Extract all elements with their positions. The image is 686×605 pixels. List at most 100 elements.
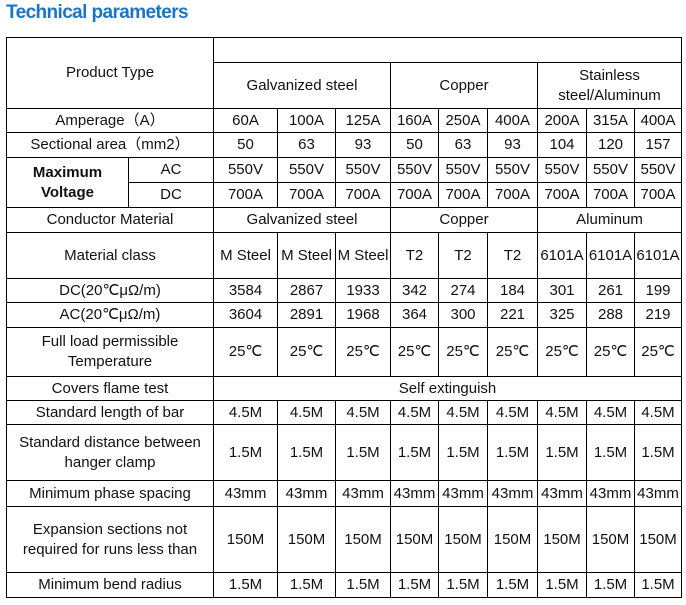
value-cell: 1.5M (537, 424, 587, 481)
table-row: Minimum bend radius 1.5M 1.5M 1.5M 1.5M 1.5M 1… (6, 572, 683, 598)
value-cell: 700A (438, 182, 488, 208)
row-label: Minimum phase spacing (6, 480, 214, 507)
value-cell: 400A (633, 108, 683, 133)
group-stainless: Stainless steel/Aluminum (536, 62, 683, 109)
value-cell: 221 (487, 302, 538, 328)
value-cell: 4.5M (213, 400, 278, 425)
value-cell: 1.5M (438, 572, 488, 598)
value-cell: 700A (633, 182, 683, 208)
value-cell: 25℃ (537, 327, 587, 377)
value-cell: 550V (487, 157, 538, 183)
product-type-header: Product Type (6, 37, 214, 109)
conductor-group: Copper (390, 207, 538, 233)
value-cell: T2 (487, 232, 538, 279)
value-cell: 43mm (335, 480, 391, 507)
value-cell: 25℃ (277, 327, 336, 377)
value-cell: 125A (335, 108, 391, 133)
value-cell: 150M (335, 506, 391, 573)
value-cell: 1.5M (633, 572, 683, 598)
group-galvanized: Galvanized steel (213, 62, 391, 109)
value-cell: 43mm (537, 480, 587, 507)
row-label: Expansion sections not required for runs… (6, 506, 214, 573)
value-cell: 25℃ (633, 327, 683, 377)
table-row: Conductor Material Galvanized steel Copper… (6, 207, 683, 233)
value-cell: 550V (335, 157, 391, 183)
value-cell: 1.5M (586, 424, 635, 481)
row-label: Conductor Material (6, 207, 214, 233)
value-cell: 400A (487, 108, 538, 133)
page-title: Technical parameters (6, 2, 189, 23)
value-cell: 219 (633, 302, 683, 328)
value-cell: 3604 (213, 302, 278, 328)
value-cell: 150M (487, 506, 538, 573)
value-cell: 150M (586, 506, 635, 573)
value-cell: 2891 (277, 302, 336, 328)
flame-value: Self extinguish (212, 376, 683, 401)
table-row: Full load permissible Temperature 25℃ 25℃ 2… (6, 327, 683, 377)
value-cell: 199 (633, 278, 683, 303)
value-cell: 43mm (213, 480, 278, 507)
value-cell: 60A (213, 108, 278, 133)
value-cell: 1.5M (277, 424, 336, 481)
value-cell: 25℃ (438, 327, 488, 377)
value-cell: 160A (390, 108, 439, 133)
value-cell: 315A (586, 108, 635, 133)
row-label: AC(20℃μΩ/m) (6, 302, 214, 328)
value-cell: 550V (537, 157, 587, 183)
value-cell: 274 (438, 278, 488, 303)
value-cell: T2 (390, 232, 439, 279)
value-cell: 4.5M (390, 400, 439, 425)
value-cell: 1.5M (213, 572, 278, 598)
value-cell: M Steel (277, 232, 336, 279)
value-cell: M Steel (335, 232, 391, 279)
table-row: Expansion sections not required for runs… (6, 506, 683, 573)
value-cell: 25℃ (586, 327, 635, 377)
value-cell: 63 (277, 132, 336, 158)
value-cell: 700A (390, 182, 439, 208)
row-label: Sectional area（mm2） (6, 132, 214, 158)
row-label: Covers flame test (6, 376, 214, 401)
value-cell: 1.5M (633, 424, 683, 481)
row-label: Amperage（A） (6, 108, 214, 133)
value-cell: 288 (586, 302, 635, 328)
value-cell: 200A (537, 108, 587, 133)
value-cell: 93 (335, 132, 391, 158)
value-cell: 1.5M (537, 572, 587, 598)
value-cell: 700A (277, 182, 336, 208)
value-cell: 43mm (487, 480, 538, 507)
value-cell: 93 (487, 132, 538, 158)
empty-header-cell (212, 37, 683, 63)
value-cell: 301 (537, 278, 587, 303)
value-cell: 150M (537, 506, 587, 573)
value-cell: 1.5M (277, 572, 336, 598)
value-cell: 6101A (586, 232, 635, 279)
value-cell: 261 (586, 278, 635, 303)
value-cell: 700A (537, 182, 587, 208)
value-cell: 700A (335, 182, 391, 208)
value-cell: 43mm (390, 480, 439, 507)
table-row: Standard length of bar 4.5M 4.5M 4.5M 4.5M 4.… (6, 400, 683, 425)
value-cell: 50 (390, 132, 439, 158)
value-cell: 6101A (537, 232, 587, 279)
value-cell: 4.5M (335, 400, 391, 425)
value-cell: 1.5M (390, 572, 439, 598)
value-cell: 1.5M (390, 424, 439, 481)
dc-label: DC (128, 182, 214, 208)
value-cell: T2 (438, 232, 488, 279)
value-cell: 25℃ (335, 327, 391, 377)
table-row: AC(20℃μΩ/m) 3604 2891 1968 364 300 221 325 288 21… (6, 302, 683, 328)
value-cell: 25℃ (213, 327, 278, 377)
conductor-group: Galvanized steel (213, 207, 391, 233)
value-cell: 4.5M (537, 400, 587, 425)
value-cell: 150M (213, 506, 278, 573)
value-cell: 1.5M (213, 424, 278, 481)
value-cell: 550V (390, 157, 439, 183)
value-cell: 150M (633, 506, 683, 573)
value-cell: 157 (633, 132, 683, 158)
value-cell: 120 (586, 132, 635, 158)
value-cell: 2867 (277, 278, 336, 303)
row-label: Minimum bend radius (6, 572, 214, 598)
value-cell: 43mm (277, 480, 336, 507)
value-cell: 550V (277, 157, 336, 183)
value-cell: 150M (390, 506, 439, 573)
